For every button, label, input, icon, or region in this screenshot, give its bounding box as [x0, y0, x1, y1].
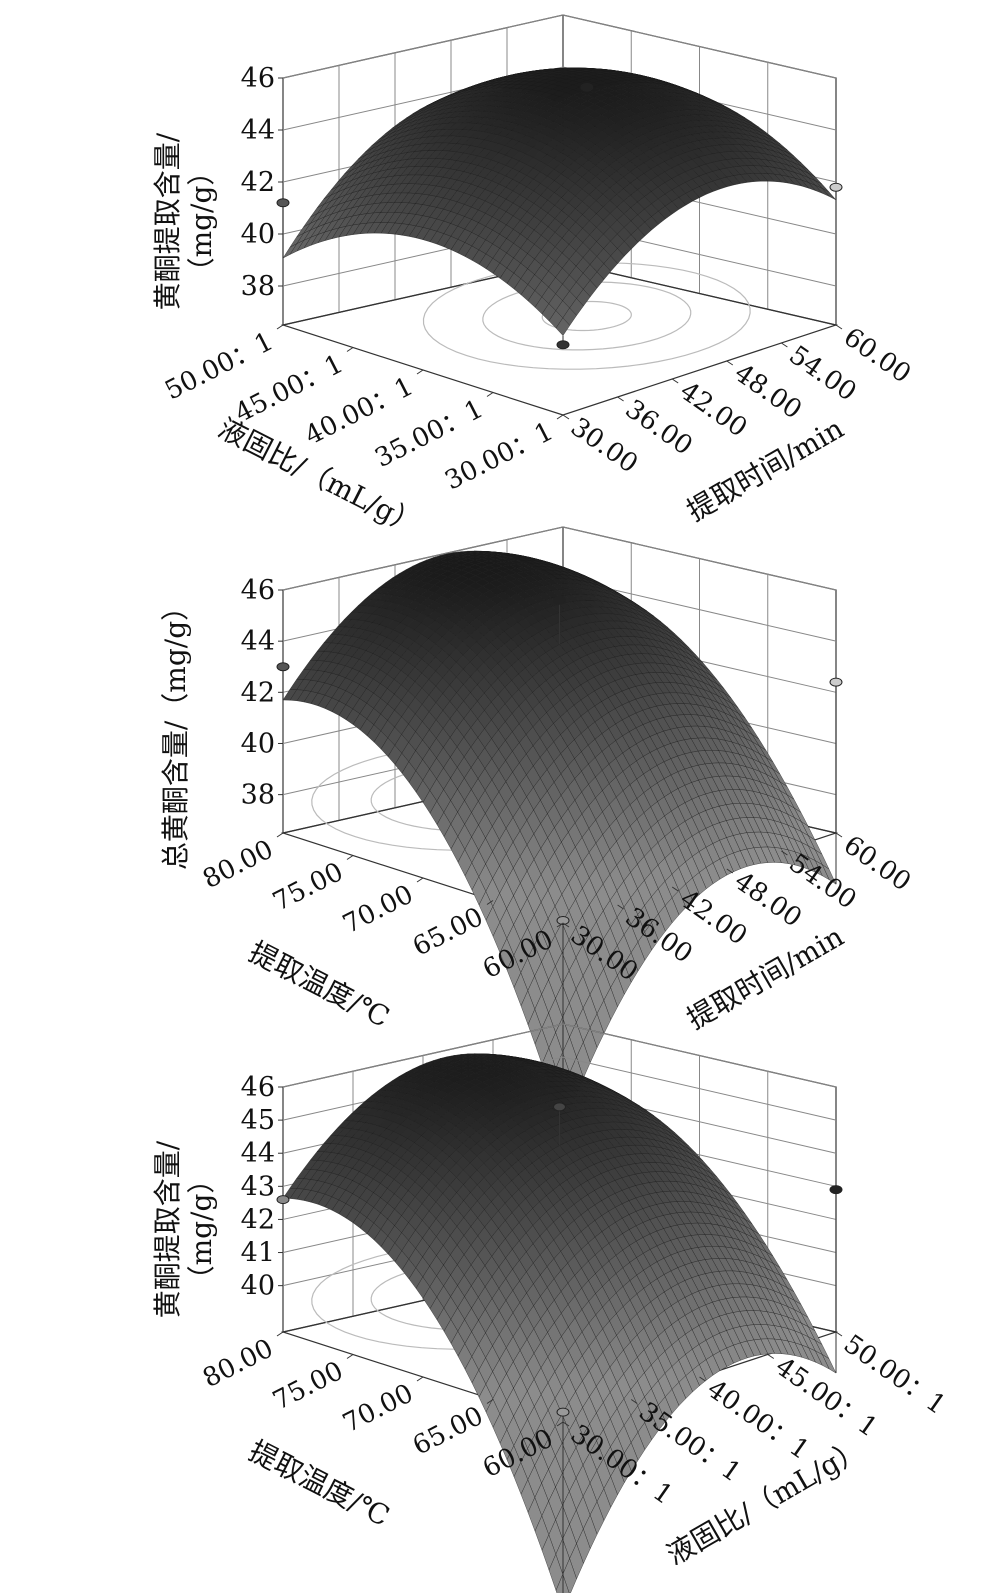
right-axis-tick [671, 378, 679, 384]
right-axis-title: 提取时间/min [681, 920, 849, 1036]
left-axis-tick [276, 832, 284, 838]
right-axis-tick [781, 850, 788, 856]
right-axis-tick [630, 1399, 638, 1404]
design-point-2 [556, 340, 570, 350]
z-tick-label: 43 [241, 1171, 275, 1202]
right-axis-tick [835, 324, 843, 330]
right-axis-tick [726, 868, 734, 874]
right-axis-title: 提取时间/min [681, 412, 849, 528]
z-tick-label: 45 [241, 1105, 275, 1136]
wall-gridline [282, 1023, 837, 1088]
z-tick-label: 41 [241, 1238, 275, 1269]
right-axis-tick [617, 396, 624, 402]
z-axis-title: 黄酮提取含量/ [151, 1140, 184, 1318]
right-axis-tick [562, 922, 570, 928]
wall-gridline [282, 14, 837, 79]
floor-contour [482, 281, 692, 351]
z-tick-label: 42 [241, 677, 275, 708]
z-tick-label: 46 [241, 575, 275, 606]
design-point-0 [276, 1195, 290, 1205]
floor-contour [541, 300, 632, 332]
z-tick-label: 44 [241, 115, 275, 146]
right-axis-tick [699, 1376, 706, 1382]
z-tick-label: 46 [241, 63, 275, 94]
z-axis-title: （mg/g） [185, 1166, 218, 1294]
left-axis-title: 提取温度/℃ [244, 935, 395, 1034]
left-axis-tick [276, 324, 284, 330]
right-axis-tick [781, 342, 788, 348]
left-axis-tick [486, 1399, 494, 1404]
z-tick-label: 42 [241, 167, 275, 198]
z-tick-label: 44 [241, 1138, 275, 1169]
left-axis-tick-label: 70.00 [338, 1379, 418, 1440]
response-surface [282, 1053, 837, 1593]
z-tick-label: 40 [241, 728, 275, 759]
right-axis-tick [835, 1331, 843, 1337]
right-axis-tick [835, 832, 843, 838]
design-point-1 [829, 182, 843, 192]
surface-plot-2: 38 40 42 44 46 总黄酮含量/（mg/g） 80.0075.0070.0065.… [159, 526, 916, 1129]
wall-gridline [282, 66, 837, 131]
z-tick-label: 44 [241, 626, 275, 657]
z-axis-title: （mg/g） [185, 158, 218, 286]
design-point-3 [580, 82, 594, 92]
design-point-0 [276, 662, 290, 672]
left-axis-tick-label: 80.00 [198, 835, 278, 896]
floor-contour [422, 262, 751, 370]
design-point-2 [556, 1407, 570, 1417]
design-point-3 [553, 595, 566, 605]
z-axis-title: 黄酮提取含量/ [151, 132, 184, 310]
response-surface [282, 550, 837, 1129]
right-axis-tick [562, 1421, 570, 1427]
left-axis-tick [486, 392, 494, 397]
left-axis-tick [346, 347, 354, 352]
left-axis-tick [486, 900, 494, 905]
left-axis-tick-label: 70.00 [338, 880, 418, 941]
left-axis-tick [556, 414, 564, 420]
surface-plot-1: 3840424446黄酮提取含量/（mg/g）50.00：145.00：140.… [151, 14, 916, 542]
left-axis-tick-label: 80.00 [198, 1334, 278, 1395]
left-axis-tick [416, 1376, 424, 1382]
left-axis-tick [416, 877, 424, 883]
right-axis-tick [617, 904, 624, 910]
left-axis-tick-label: 75.00 [268, 857, 348, 918]
z-axis-title: 总黄酮含量/（mg/g） [159, 593, 192, 870]
right-axis-tick [767, 1354, 775, 1359]
left-axis-tick-label: 65.00 [408, 902, 488, 963]
z-tick-label: 38 [241, 271, 275, 302]
wall-gridline [282, 526, 837, 591]
z-tick-label: 38 [241, 780, 275, 811]
left-axis-tick-label: 65.00 [408, 1401, 488, 1462]
left-axis-tick [276, 1331, 284, 1337]
design-point-1 [829, 1185, 843, 1195]
z-tick-label: 40 [241, 1271, 275, 1302]
left-axis-title: 提取温度/℃ [244, 1434, 395, 1533]
design-point-0 [276, 198, 290, 208]
left-axis-tick-label: 75.00 [268, 1356, 348, 1417]
left-axis-tick [346, 855, 354, 860]
left-axis-tick [556, 922, 564, 928]
right-axis-tick [562, 414, 570, 420]
right-axis-tick [671, 886, 679, 892]
left-axis-tick [556, 1421, 564, 1427]
design-point-3 [553, 1102, 566, 1112]
right-axis-tick [726, 360, 734, 366]
left-axis-tick [416, 369, 424, 375]
design-point-2 [556, 915, 570, 925]
z-tick-label: 46 [241, 1072, 275, 1103]
left-axis-tick [346, 1354, 354, 1359]
design-point-1 [829, 677, 843, 687]
response-surface [282, 67, 837, 336]
z-tick-label: 42 [241, 1204, 275, 1235]
z-tick-label: 40 [241, 219, 275, 250]
